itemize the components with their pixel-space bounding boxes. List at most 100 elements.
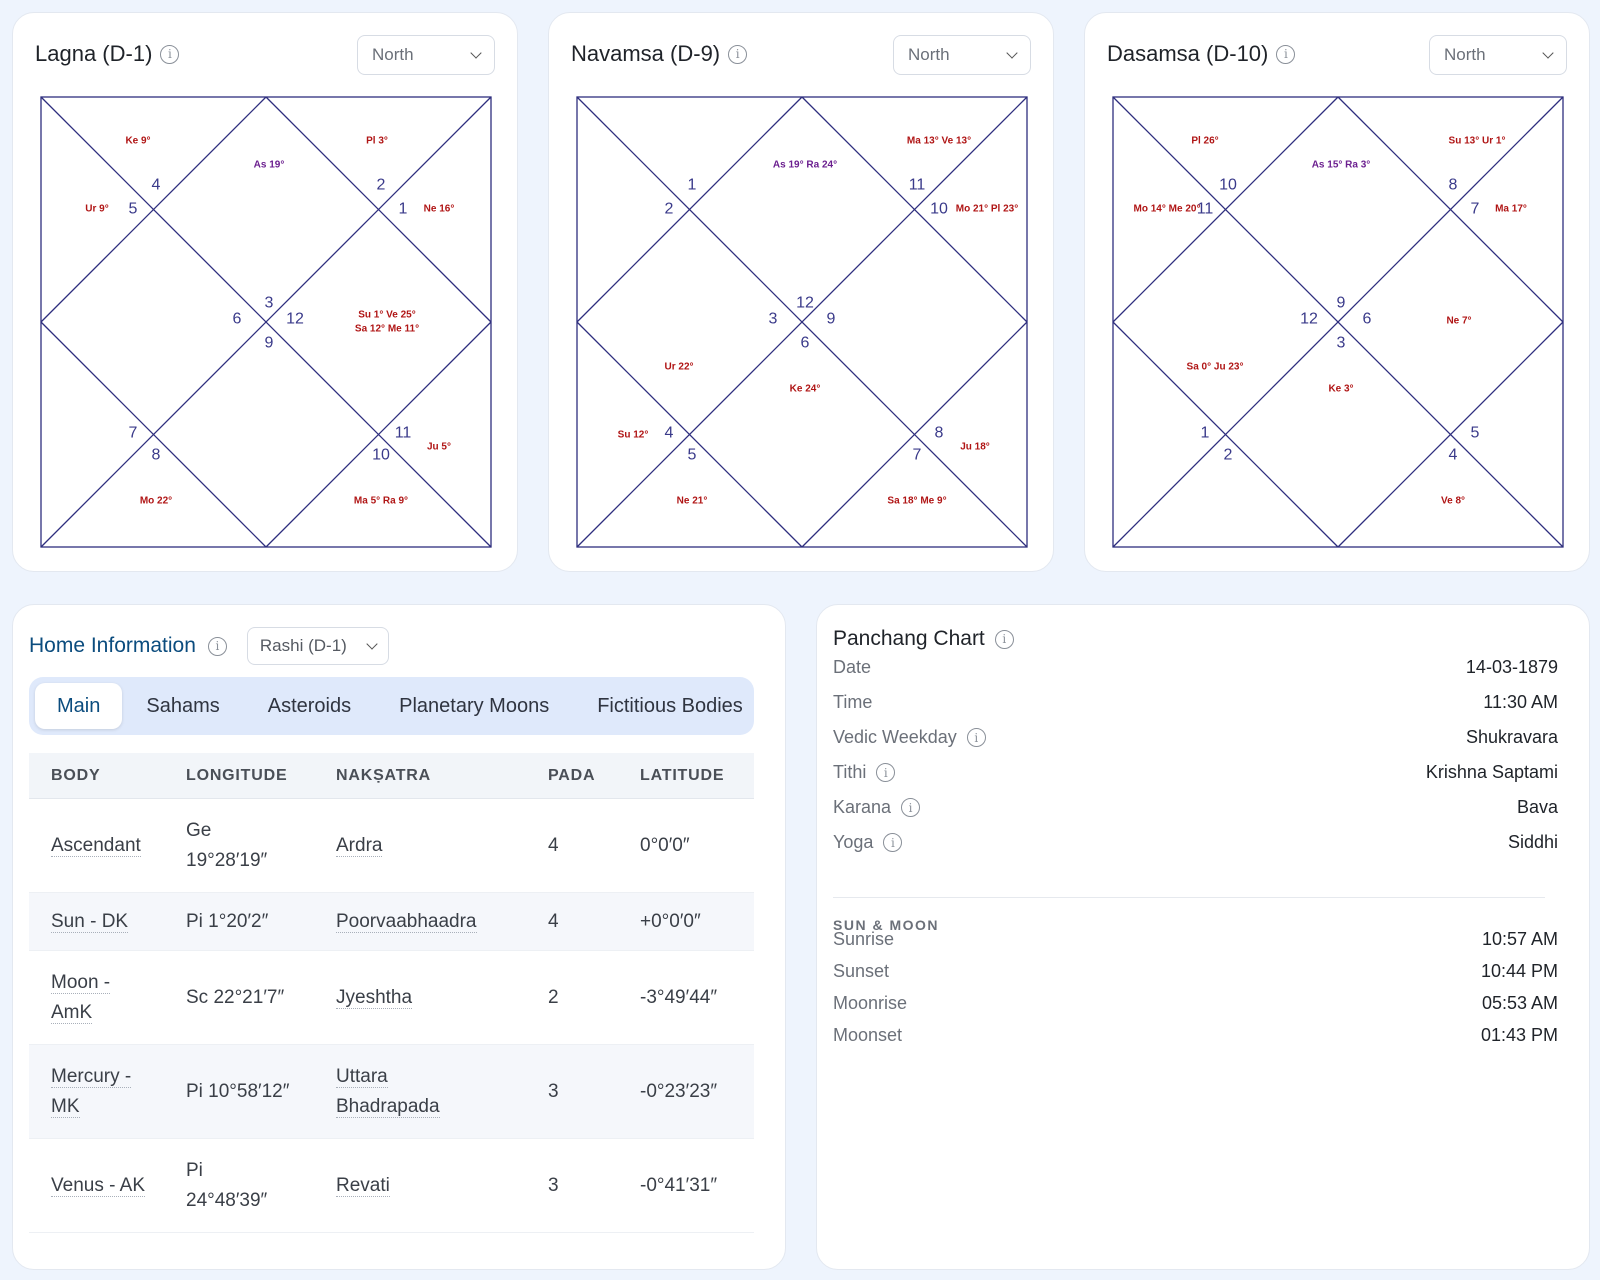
table-header: BODY LONGITUDE NAKṢATRA PADA LATITUDE [29,753,754,799]
cell-pada: 4 [548,831,640,861]
planet-label: Pl 3° [366,136,388,147]
column-header-pada[interactable]: PADA [548,766,596,784]
sun-moon-value: 01:43 PM [1480,1025,1558,1045]
tab-fictitious-bodies[interactable]: Fictitious Bodies [597,694,743,717]
tab-main[interactable]: Main [35,683,123,729]
column-header-latitude[interactable]: LATITUDE [640,766,725,784]
column-header-nakshatra[interactable]: NAKṢATRA [336,766,431,784]
cell-text[interactable]: Mercury - [51,1065,132,1088]
cell-text[interactable]: Jyeshtha [336,986,413,1009]
info-icon[interactable]: i [994,629,1014,649]
chart-style-select[interactable]: North [357,35,495,75]
info-icon[interactable]: i [728,44,748,64]
planet-label: Mo 22° [140,496,172,507]
info-icon[interactable]: i [901,798,921,817]
info-icon[interactable]: i [1276,44,1296,64]
sun-moon-section-label: SUN & MOON [833,917,939,933]
chart-title-text: Dasamsa (D-10) [1107,41,1269,66]
cell-nakshatra: Uttara Bhadrapada [336,1062,548,1122]
sun-moon-row: Moonset 01:43 PM [833,1025,1558,1046]
house-number: 1 [688,177,697,194]
chart-line [40,321,267,548]
cell-text[interactable]: Moon - [51,971,111,994]
panchang-value: Krishna Saptami [1425,762,1558,782]
select-value: North [908,45,950,64]
house-number: 10 [1219,177,1237,194]
chart-line [265,96,492,323]
tab-sahams[interactable]: Sahams [146,694,220,717]
chart-card-navamsa: Navamsa (D-9) i North 1 2 11 10 12 3 9 6 4 5 8 7 Ma 1… [548,12,1054,572]
planet-table: BODY LONGITUDE NAKṢATRA PADA LATITUDE As… [29,753,754,1233]
cell-text[interactable]: Uttara [336,1065,388,1088]
select-value: North [372,45,414,64]
planet-label: Ke 24° [790,384,821,395]
sun-moon-label: Moonrise [833,993,908,1013]
info-icon[interactable]: i [160,44,180,64]
table-body: Ascendant Ge 19°28′19″ Ardra 4 0°0′0″ Sun - DK… [29,799,754,1233]
chart-title: Navamsa (D-9) i [571,41,748,67]
house-number: 3 [1337,335,1346,352]
chevron-down-icon [470,47,482,59]
cell-nakshatra: Revati [336,1171,548,1201]
cell-text[interactable]: Poorvaabhaadra [336,910,477,933]
cell-text[interactable]: Venus - AK [51,1174,146,1197]
planet-label: Su 12° [618,430,649,441]
cell-longitude: Sc 22°21′7″ [186,983,336,1013]
label-text: Tithi [833,762,867,782]
cell-text: -3°49′44″ [640,986,718,1008]
panchang-row: Tithi i Krishna Saptami [833,762,1558,783]
column-header-body[interactable]: BODY [51,766,101,784]
tab-asteroids[interactable]: Asteroids [267,694,352,717]
chart-line [576,321,803,548]
planet-label: Pl 26° [1191,136,1218,147]
house-number: 6 [233,311,242,328]
chart-title-text: Lagna (D-1) [35,41,153,66]
cell-text[interactable]: Ardra [336,834,383,857]
house-number: 5 [688,447,697,464]
sun-moon-row: Sunset 10:44 PM [833,961,1558,982]
cell-text[interactable]: Sun - DK [51,910,129,933]
planet-label: Ke 9° [125,136,150,147]
house-number: 12 [1300,311,1318,328]
info-icon[interactable]: i [966,728,986,747]
chart-style-select[interactable]: North [1429,35,1567,75]
chart-line [801,96,1028,323]
tab-planetary-moons[interactable]: Planetary Moons [399,694,550,717]
chart-line [1112,321,1339,548]
division-select[interactable]: Rashi (D-1) [246,627,389,665]
house-number: 7 [1471,201,1480,218]
select-value: North [1444,45,1486,64]
column-header-longitude[interactable]: LONGITUDE [186,766,288,784]
planet-label: Ma 17° [1495,204,1527,215]
cell-text[interactable]: Bhadrapada [336,1095,440,1118]
sun-moon-value: 05:53 AM [1481,993,1558,1013]
info-icon[interactable]: i [876,763,896,782]
cell-text[interactable]: Ascendant [51,834,141,857]
chart-title: Lagna (D-1) i [35,41,180,67]
house-number: 1 [1201,425,1210,442]
sun-moon-label: Moonset [833,1025,903,1045]
tab-bar: Main Sahams Asteroids Planetary Moons Fi… [29,677,754,735]
cell-text[interactable]: MK [51,1095,80,1118]
planet-label: Ur 9° [85,204,108,215]
planet-label: Sa 0° Ju 23° [1187,362,1244,373]
house-number: 12 [286,311,304,328]
planet-label: As 19° Ra 24° [773,160,837,171]
chart-card-lagna: Lagna (D-1) i North 4 5 2 1 3 6 12 9 7 8 11 10 Ke 9° A… [12,12,518,572]
house-number: 3 [769,311,778,328]
house-number: 6 [1363,311,1372,328]
cell-text[interactable]: Revati [336,1174,390,1197]
cell-pada: 2 [548,983,640,1013]
cell-text: 2 [548,986,559,1008]
chart-style-select[interactable]: North [893,35,1031,75]
house-number: 9 [827,311,836,328]
cell-text: 3 [548,1080,559,1102]
planet-label: Ju 18° [960,442,990,453]
info-icon[interactable]: i [883,833,903,852]
panchang-value: 11:30 AM [1483,692,1558,712]
planet-label: Ve 8° [1441,496,1465,507]
cell-text[interactable]: AmK [51,1001,93,1024]
info-icon[interactable]: i [207,636,227,656]
chart-line [576,96,803,323]
